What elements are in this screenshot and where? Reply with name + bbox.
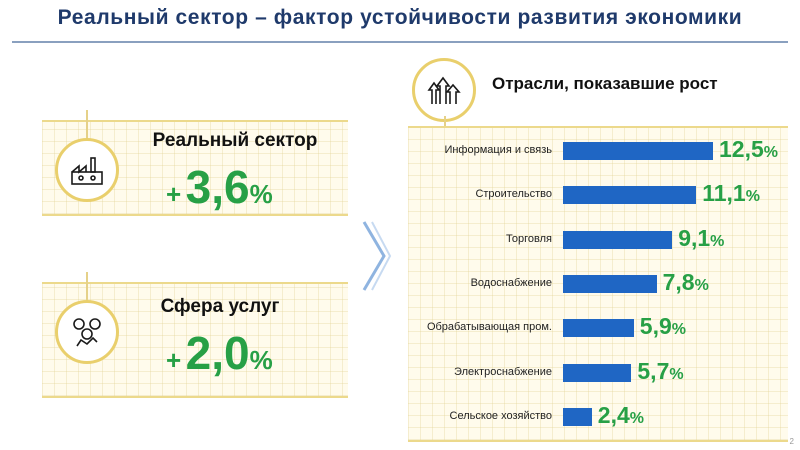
growth-unit: % xyxy=(249,179,273,209)
bar xyxy=(563,319,634,338)
category-label: Электроснабжение xyxy=(454,365,552,378)
category-label: Водоснабжение xyxy=(470,276,552,289)
page-title: Реальный сектор – фактор устойчивости ра… xyxy=(57,6,743,29)
bar-value-label: 12,5% xyxy=(719,136,778,162)
growth-chart-icon xyxy=(412,58,476,122)
services-label: Сфера услуг xyxy=(160,296,280,317)
title-divider xyxy=(12,41,788,43)
bar-value-label: 2,4% xyxy=(597,401,645,428)
chart-connector xyxy=(444,116,446,128)
category-label: Торговля xyxy=(506,232,552,245)
bar xyxy=(563,142,713,160)
bar-value-label: 11,1% xyxy=(702,180,760,207)
growth-number: 2,0 xyxy=(185,327,250,379)
card-connector xyxy=(86,272,88,302)
page-number: 2 xyxy=(789,437,794,446)
industry-icon xyxy=(55,138,119,202)
growth-number: 3,6 xyxy=(185,161,250,213)
category-label: Информация и связь xyxy=(444,144,552,156)
bar xyxy=(563,186,697,205)
services-growth: + 2,0% xyxy=(166,326,273,380)
bar-value-label: 7,8% xyxy=(662,268,709,295)
category-label: Сельское хозяйство xyxy=(449,409,552,422)
bar xyxy=(563,230,673,249)
bar xyxy=(563,407,592,426)
chart-title: Отрасли, показавшие рост xyxy=(492,74,718,93)
bar xyxy=(563,274,657,293)
bar xyxy=(563,363,632,382)
bar-value-label: 5,9% xyxy=(639,313,687,340)
growth-sign: + xyxy=(166,179,182,209)
growth-unit: % xyxy=(249,345,273,375)
services-icon xyxy=(55,300,119,364)
card-connector xyxy=(86,110,88,150)
bar-value-label: 9,1% xyxy=(678,224,725,251)
growth-sign: + xyxy=(166,345,182,375)
real-sector-label: Реальный сектор xyxy=(152,130,318,151)
category-label: Строительство xyxy=(475,188,552,201)
category-label: Обрабатывающая пром. xyxy=(426,321,552,334)
real-sector-growth: + 3,6% xyxy=(166,160,273,214)
bar-value-label: 5,7% xyxy=(637,357,684,384)
chevron-right-icon xyxy=(362,221,392,291)
